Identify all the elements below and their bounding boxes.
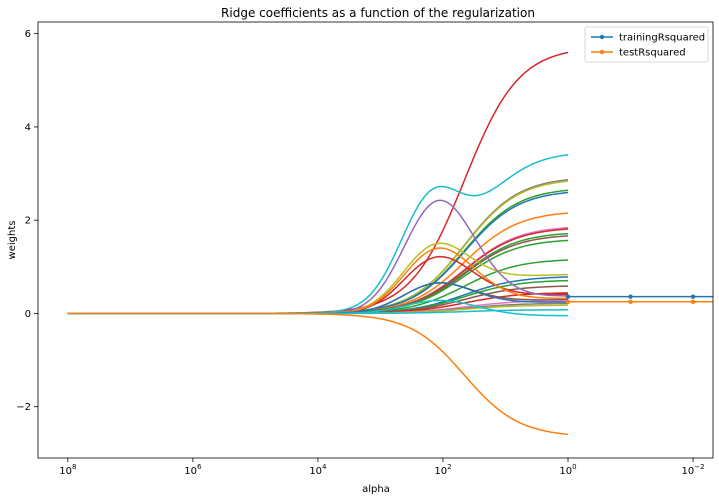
metric-point [628, 294, 633, 299]
metric-point [565, 299, 571, 304]
legend-label: testRsquared [619, 48, 686, 59]
x-axis-label: alpha [362, 484, 390, 495]
chart-title: Ridge coefficients as a function of the … [221, 6, 535, 20]
legend-box [584, 26, 709, 63]
coefficient-path [67, 312, 569, 436]
coefficient-path [67, 239, 569, 315]
legend-marker [599, 34, 605, 40]
coefficient-path [67, 153, 569, 315]
coefficient-path [67, 228, 569, 315]
x-axis: 108 106 104 102 100 10−2 [59, 458, 705, 477]
coefficient-path [67, 235, 569, 315]
y-tick-label: 4 [25, 122, 31, 133]
y-axis-label: weights [7, 221, 18, 260]
y-axis: −2 0 2 4 6 [16, 29, 38, 413]
legend: trainingRsquared testRsquared [584, 26, 709, 63]
legend-marker [599, 49, 605, 55]
x-tick-label: 10−2 [682, 463, 705, 477]
x-tick-label: 104 [309, 463, 327, 477]
coefficient-path [67, 51, 569, 315]
metric-point [690, 294, 696, 299]
y-tick-label: 2 [25, 216, 31, 227]
y-tick-label: 0 [25, 309, 31, 320]
x-tick-label: 108 [59, 463, 76, 477]
coefficient-path [67, 180, 569, 315]
metric-point [565, 294, 571, 299]
legend-label: trainingRsquared [619, 33, 705, 44]
y-tick-label: −2 [16, 402, 31, 413]
coefficient-path [67, 226, 569, 315]
coefficient-path [67, 189, 569, 315]
x-tick-label: 106 [184, 463, 202, 477]
x-tick-label: 100 [559, 463, 576, 477]
x-tick-label: 102 [434, 463, 451, 477]
metric-point [628, 299, 633, 304]
plot-area [67, 51, 713, 436]
plot-frame [37, 21, 714, 459]
metric-point [690, 299, 696, 304]
y-tick-label: 6 [25, 29, 31, 40]
